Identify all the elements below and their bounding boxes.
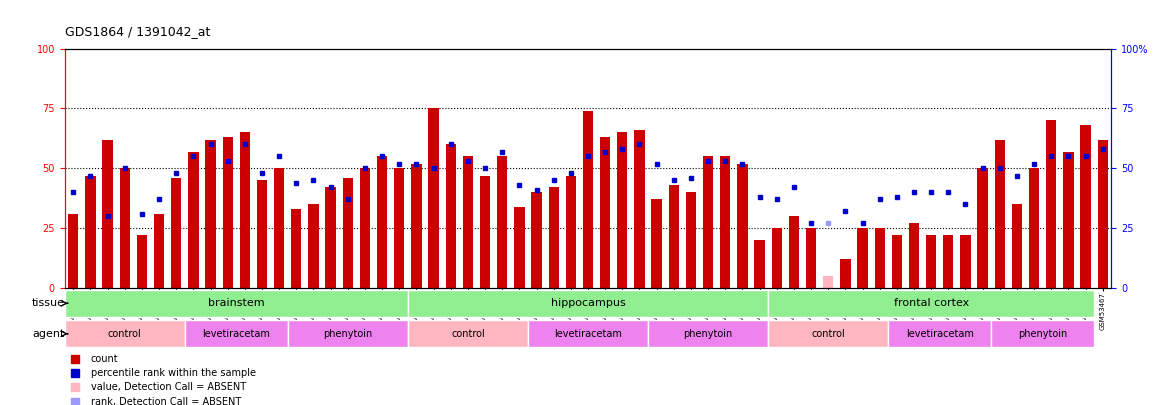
- Bar: [136, 235, 147, 288]
- Bar: [188, 151, 199, 288]
- FancyBboxPatch shape: [768, 290, 1094, 317]
- Bar: [875, 228, 884, 288]
- Bar: [428, 109, 439, 288]
- Bar: [823, 276, 834, 288]
- Text: phenytoin: phenytoin: [323, 329, 373, 339]
- Bar: [652, 199, 662, 288]
- Bar: [840, 259, 850, 288]
- Bar: [583, 111, 593, 288]
- Bar: [1029, 168, 1040, 288]
- Bar: [446, 145, 456, 288]
- Bar: [412, 164, 421, 288]
- FancyBboxPatch shape: [888, 320, 991, 347]
- Text: rank, Detection Call = ABSENT: rank, Detection Call = ABSENT: [91, 396, 241, 405]
- Text: phenytoin: phenytoin: [683, 329, 733, 339]
- Text: control: control: [108, 329, 141, 339]
- Bar: [1011, 204, 1022, 288]
- Text: brainstem: brainstem: [208, 298, 265, 308]
- FancyBboxPatch shape: [65, 290, 408, 317]
- Text: value, Detection Call = ABSENT: value, Detection Call = ABSENT: [91, 382, 246, 392]
- Bar: [634, 130, 644, 288]
- Bar: [342, 178, 353, 288]
- Text: percentile rank within the sample: percentile rank within the sample: [91, 368, 256, 378]
- Bar: [566, 175, 576, 288]
- Bar: [857, 228, 868, 288]
- FancyBboxPatch shape: [648, 320, 768, 347]
- Bar: [360, 168, 370, 288]
- Bar: [891, 235, 902, 288]
- Bar: [154, 214, 165, 288]
- Text: control: control: [811, 329, 846, 339]
- Bar: [532, 192, 542, 288]
- Bar: [274, 168, 285, 288]
- Bar: [909, 224, 920, 288]
- Text: tissue: tissue: [32, 298, 65, 308]
- Bar: [737, 164, 748, 288]
- Bar: [1097, 140, 1108, 288]
- FancyBboxPatch shape: [408, 290, 768, 317]
- Bar: [926, 235, 936, 288]
- Bar: [789, 216, 799, 288]
- FancyBboxPatch shape: [768, 320, 888, 347]
- Bar: [120, 168, 129, 288]
- Bar: [68, 214, 79, 288]
- Text: levetiracetam: levetiracetam: [554, 329, 622, 339]
- Bar: [377, 156, 387, 288]
- Bar: [1081, 125, 1090, 288]
- Bar: [480, 175, 490, 288]
- Bar: [171, 178, 181, 288]
- Bar: [206, 140, 215, 288]
- Bar: [308, 204, 319, 288]
- Bar: [755, 240, 764, 288]
- Bar: [1063, 151, 1074, 288]
- Text: GDS1864 / 1391042_at: GDS1864 / 1391042_at: [65, 26, 211, 38]
- Bar: [703, 156, 714, 288]
- Bar: [806, 228, 816, 288]
- Bar: [617, 132, 628, 288]
- FancyBboxPatch shape: [65, 320, 185, 347]
- FancyBboxPatch shape: [991, 320, 1094, 347]
- Text: hippocampus: hippocampus: [550, 298, 626, 308]
- Bar: [977, 168, 988, 288]
- Bar: [497, 156, 507, 288]
- Bar: [1047, 120, 1056, 288]
- Bar: [995, 140, 1005, 288]
- Bar: [961, 235, 970, 288]
- Text: levetiracetam: levetiracetam: [202, 329, 270, 339]
- Text: count: count: [91, 354, 119, 364]
- Text: frontal cortex: frontal cortex: [894, 298, 969, 308]
- FancyBboxPatch shape: [528, 320, 648, 347]
- Bar: [292, 209, 301, 288]
- Bar: [669, 185, 679, 288]
- Bar: [600, 137, 610, 288]
- Bar: [102, 140, 113, 288]
- Text: agent: agent: [32, 329, 65, 339]
- Bar: [256, 180, 267, 288]
- Bar: [394, 168, 405, 288]
- Text: control: control: [452, 329, 485, 339]
- Bar: [222, 137, 233, 288]
- FancyBboxPatch shape: [288, 320, 408, 347]
- Bar: [771, 228, 782, 288]
- FancyBboxPatch shape: [408, 320, 528, 347]
- Bar: [548, 188, 559, 288]
- Bar: [514, 207, 524, 288]
- Bar: [86, 175, 95, 288]
- FancyBboxPatch shape: [185, 320, 288, 347]
- Text: levetiracetam: levetiracetam: [906, 329, 974, 339]
- Bar: [240, 132, 250, 288]
- Bar: [686, 192, 696, 288]
- Bar: [943, 235, 954, 288]
- Bar: [462, 156, 473, 288]
- Bar: [720, 156, 730, 288]
- Bar: [326, 188, 336, 288]
- Text: phenytoin: phenytoin: [1018, 329, 1068, 339]
